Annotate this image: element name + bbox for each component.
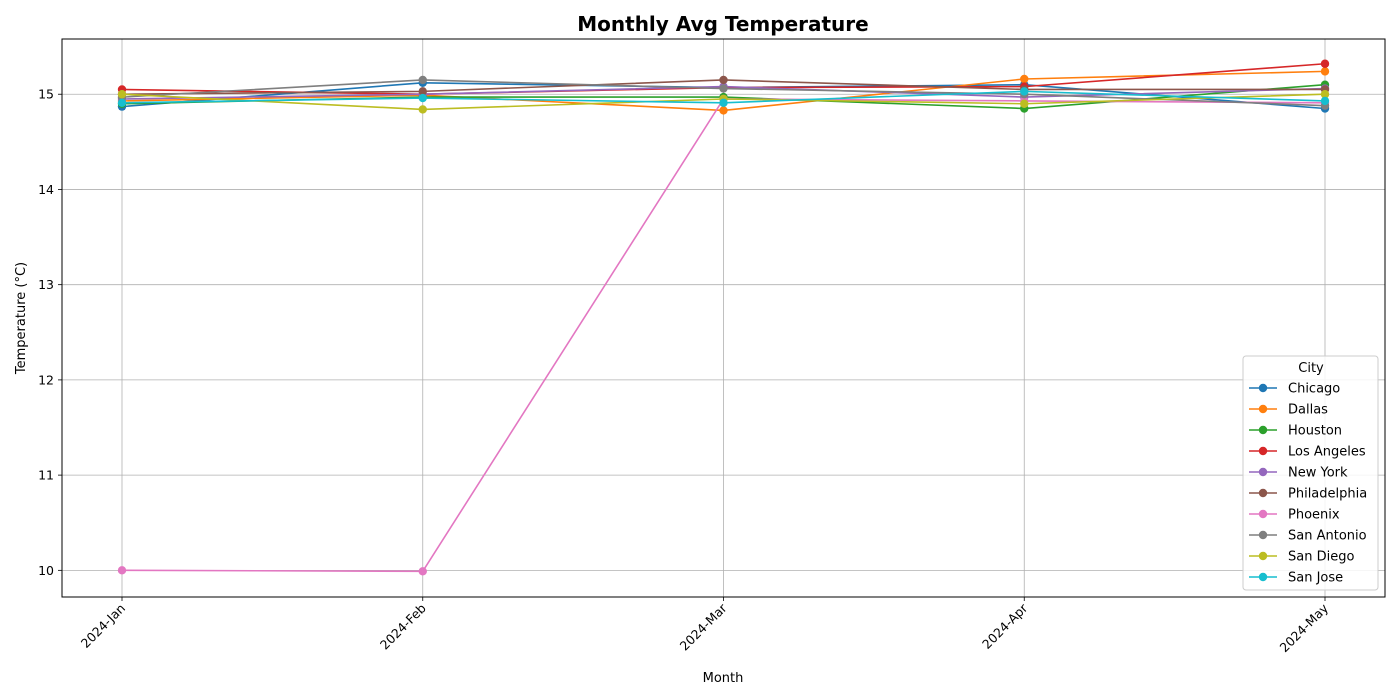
data-point bbox=[1320, 59, 1330, 68]
legend-label: Chicago bbox=[1288, 382, 1340, 397]
legend-items: Chicago Dallas Houston Los Angeles New York P… bbox=[1249, 382, 1367, 586]
data-point bbox=[719, 98, 728, 107]
data-point bbox=[418, 75, 427, 85]
legend-label: Dallas bbox=[1288, 403, 1328, 418]
data-point bbox=[719, 84, 728, 93]
legend-label: San Diego bbox=[1288, 550, 1354, 565]
legend-box bbox=[1242, 355, 1379, 591]
data-point bbox=[418, 567, 427, 576]
legend-marker bbox=[1258, 530, 1268, 540]
legend-label: New York bbox=[1288, 466, 1348, 481]
y-tick-label: 13 bbox=[38, 277, 54, 292]
legend-marker bbox=[1258, 467, 1268, 477]
legend-item-san-antonio: San Antonio bbox=[1249, 529, 1367, 544]
data-point bbox=[117, 566, 127, 575]
data-point bbox=[1020, 87, 1029, 96]
legend-marker bbox=[1258, 551, 1268, 561]
data-point bbox=[719, 106, 728, 115]
legend-marker bbox=[1258, 509, 1268, 519]
chart-title: Monthly Avg Temperature bbox=[577, 12, 868, 36]
y-tick-label: 10 bbox=[38, 563, 54, 578]
legend-item-houston: Houston bbox=[1249, 424, 1342, 439]
legend-item-philadelphia: Philadelphia bbox=[1249, 487, 1367, 502]
data-point bbox=[117, 90, 127, 99]
data-point bbox=[1020, 74, 1029, 84]
legend-marker bbox=[1258, 572, 1268, 582]
legend-item-chicago: Chicago bbox=[1249, 382, 1340, 397]
legend-label: Houston bbox=[1288, 424, 1342, 439]
legend-item-san-diego: San Diego bbox=[1249, 550, 1354, 565]
legend-label: San Antonio bbox=[1288, 529, 1367, 544]
legend-label: Los Angeles bbox=[1288, 445, 1366, 460]
data-point bbox=[418, 93, 427, 103]
y-tick-label: 11 bbox=[38, 468, 54, 483]
y-tick-label: 15 bbox=[38, 87, 54, 102]
data-point bbox=[1320, 90, 1330, 99]
y-tick-label: 14 bbox=[38, 182, 54, 197]
y-axis: 10 11 12 13 14 15 bbox=[38, 87, 62, 578]
legend-item-dallas: Dallas bbox=[1249, 403, 1328, 418]
data-point bbox=[1320, 96, 1330, 106]
x-axis-label: Month bbox=[703, 671, 744, 686]
legend-label: Phoenix bbox=[1288, 508, 1340, 523]
legend-item-los-angeles: Los Angeles bbox=[1249, 445, 1366, 460]
data-point bbox=[719, 75, 728, 85]
data-point bbox=[1320, 67, 1330, 76]
data-point bbox=[1020, 99, 1029, 108]
data-point bbox=[117, 98, 127, 107]
y-axis-label: Temperature (°C) bbox=[14, 262, 29, 375]
legend-item-san-jose: San Jose bbox=[1249, 571, 1343, 586]
legend-marker bbox=[1258, 488, 1268, 498]
legend-marker bbox=[1258, 404, 1268, 414]
legend-title: City bbox=[1298, 361, 1324, 376]
legend: City Chicago Dallas Houston Los Angeles New … bbox=[1242, 355, 1379, 591]
legend-marker bbox=[1258, 383, 1268, 393]
legend-item-new-york: New York bbox=[1249, 466, 1348, 481]
legend-marker bbox=[1258, 425, 1268, 435]
data-point bbox=[418, 87, 427, 96]
legend-item-phoenix: Phoenix bbox=[1249, 508, 1340, 523]
data-point bbox=[418, 105, 427, 114]
series-layer bbox=[117, 59, 1330, 576]
y-tick-label: 12 bbox=[38, 372, 54, 387]
legend-label: San Jose bbox=[1288, 571, 1343, 586]
legend-label: Philadelphia bbox=[1288, 487, 1367, 502]
series-san-jose bbox=[117, 87, 1330, 107]
legend-marker bbox=[1258, 446, 1268, 456]
